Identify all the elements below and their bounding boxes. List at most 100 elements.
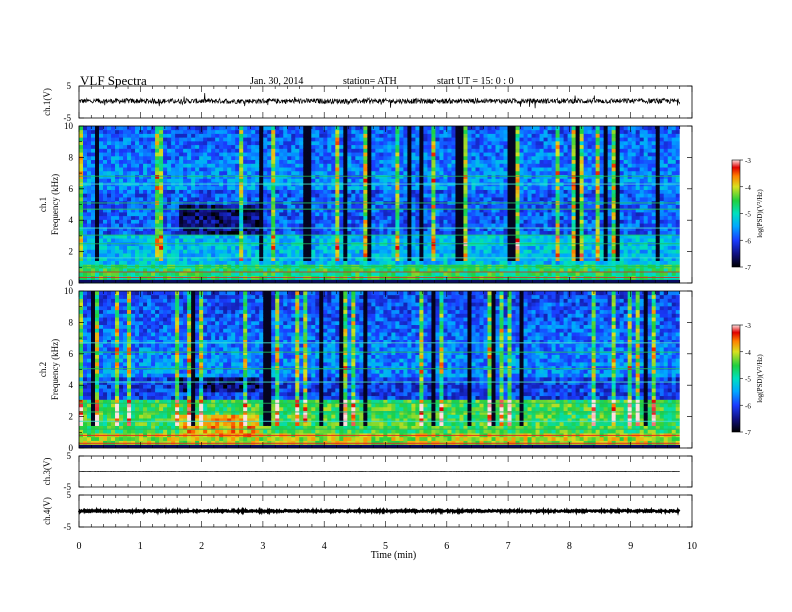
ch1_spec-cell <box>227 197 232 202</box>
ch1_spec-cell <box>347 204 352 209</box>
ch1_spec-cell <box>347 253 352 258</box>
ch1_spec-cell <box>523 178 528 183</box>
ch1_spec-cell <box>359 129 364 134</box>
ch1_spec-cell <box>211 144 216 149</box>
ch1_spec-cell <box>403 211 408 217</box>
ch1_spec-cell <box>475 271 480 276</box>
ch1_spec-cell <box>267 197 272 202</box>
ch1_spec-cell <box>207 126 212 131</box>
ch1_spec-cell <box>527 249 532 254</box>
ch1_spec-cell <box>275 268 280 273</box>
ch1_spec-cell <box>435 245 440 250</box>
ch1_spec-cell <box>95 144 100 149</box>
ch1_spec-cell <box>287 170 292 175</box>
ch1_spec-cell <box>243 140 248 146</box>
ch1_spec-cell <box>535 215 540 220</box>
ch1_spec-cell <box>347 185 352 190</box>
ch1_spec-cell <box>191 170 196 175</box>
ch1_spec-cell <box>419 204 424 209</box>
ch1_spec-cell <box>483 126 488 131</box>
ch1_spec-cell <box>447 268 452 273</box>
ch1_spec-cell <box>399 133 404 138</box>
ch1_spec-cell <box>315 126 320 131</box>
ch1_spec-cell <box>515 208 520 213</box>
ch1_spec-cell <box>111 208 116 213</box>
ch1_spec-cell <box>303 163 308 168</box>
ch1_spec-cell <box>435 193 440 198</box>
ch1_spec-cell <box>439 193 444 198</box>
ch1_spec-cell <box>79 189 84 194</box>
ch1_spec-cell <box>359 133 364 138</box>
ch1_spec-cell <box>215 215 220 220</box>
ch1_spec-cell <box>395 178 400 183</box>
ch1_spec-cell <box>187 238 192 243</box>
ch1_spec-cell <box>95 197 100 202</box>
ch1_spec-cell <box>371 215 376 220</box>
ch1_spec-cell <box>539 197 544 202</box>
ch1_spec-cell <box>171 140 176 146</box>
ch1_spec-cell <box>467 148 472 153</box>
ch1_spec-cell <box>351 256 356 261</box>
ch1_spec-cell <box>415 271 420 276</box>
ch1_spec-cell <box>439 260 444 265</box>
ch1_spec-cell <box>131 137 136 142</box>
ch1_spec-cell <box>503 226 508 232</box>
ch1_spec-cell <box>243 234 248 239</box>
ch1_spec-cell <box>119 208 124 213</box>
ch1_spec-cell <box>327 211 332 217</box>
ch1_spec-cell <box>87 219 92 224</box>
ch1_spec-cell <box>191 152 196 157</box>
ch1_spec-cell <box>159 260 164 265</box>
ch1_spec-cell <box>459 208 464 213</box>
ch1_spec-cell <box>171 215 176 220</box>
ch1_spec-cell <box>415 208 420 213</box>
ch1_spec-cell <box>395 204 400 209</box>
ch1_spec-cell <box>459 185 464 190</box>
ch1_spec-cell <box>471 204 476 209</box>
ch1_spec-cell <box>279 129 284 134</box>
ch1_spec-cell <box>491 215 496 220</box>
ch1_spec-cell <box>187 152 192 157</box>
ch1_spec-cell <box>435 238 440 243</box>
ch1_spec-cell <box>415 140 420 146</box>
ch1_spec-cell <box>359 144 364 149</box>
ch1_spec-cell <box>395 185 400 190</box>
ch1_spec-cell <box>347 189 352 194</box>
ch1_spec-cell <box>431 178 436 183</box>
ch1_spec-cell <box>283 215 288 220</box>
ch1_spec-cell <box>87 208 92 213</box>
ch1_spec-cell <box>291 178 296 183</box>
ch1_spec-cell <box>459 271 464 276</box>
ch1_spec-cell <box>455 155 460 161</box>
ch1_spec-cell <box>283 170 288 175</box>
ch1_spec-cell <box>255 253 260 258</box>
ch1_spec-cell <box>183 163 188 168</box>
ch1_spec-cell <box>359 152 364 157</box>
ch1_spec-cell <box>87 215 92 220</box>
ch1_spec-cell <box>343 208 348 213</box>
ch1_spec-cell <box>259 238 264 243</box>
ch1_spec-cell <box>467 152 472 157</box>
ch1_spec-cell <box>223 226 228 232</box>
ch1_spec-cell <box>223 189 228 194</box>
ch1_spec-cell <box>323 163 328 168</box>
ch1_spec-cell <box>403 208 408 213</box>
ch1_spec-cell <box>191 268 196 273</box>
ch1-ytick-label: -5 <box>64 113 72 123</box>
ch1_spec-cell <box>179 126 184 131</box>
ch1_spec-cell <box>211 249 216 254</box>
ch1_spec-cell <box>219 163 224 168</box>
ch1_spec-cell <box>299 178 304 183</box>
ch1_spec-cell <box>335 159 340 164</box>
ch1_spec-cell <box>291 256 296 261</box>
ch1_spec-cell <box>383 223 388 228</box>
ch1_spec-cell <box>463 245 468 250</box>
ch1_spec-cell <box>531 260 536 265</box>
ch1_spec-cell <box>159 159 164 164</box>
ch1_spec-cell <box>419 133 424 138</box>
ch1_spec-cell <box>459 129 464 134</box>
ch1_spec-cell <box>211 129 216 134</box>
ch1_spec-cell <box>135 137 140 142</box>
ch1_spec-cell <box>259 126 264 131</box>
ch1_spec-cell <box>143 167 148 172</box>
